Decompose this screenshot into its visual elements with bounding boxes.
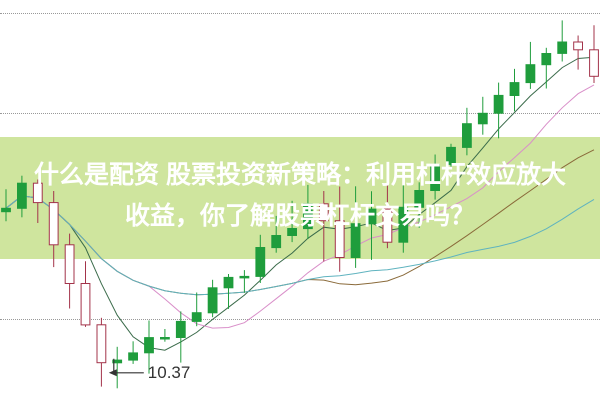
svg-text:10.37: 10.37 [148, 363, 191, 382]
